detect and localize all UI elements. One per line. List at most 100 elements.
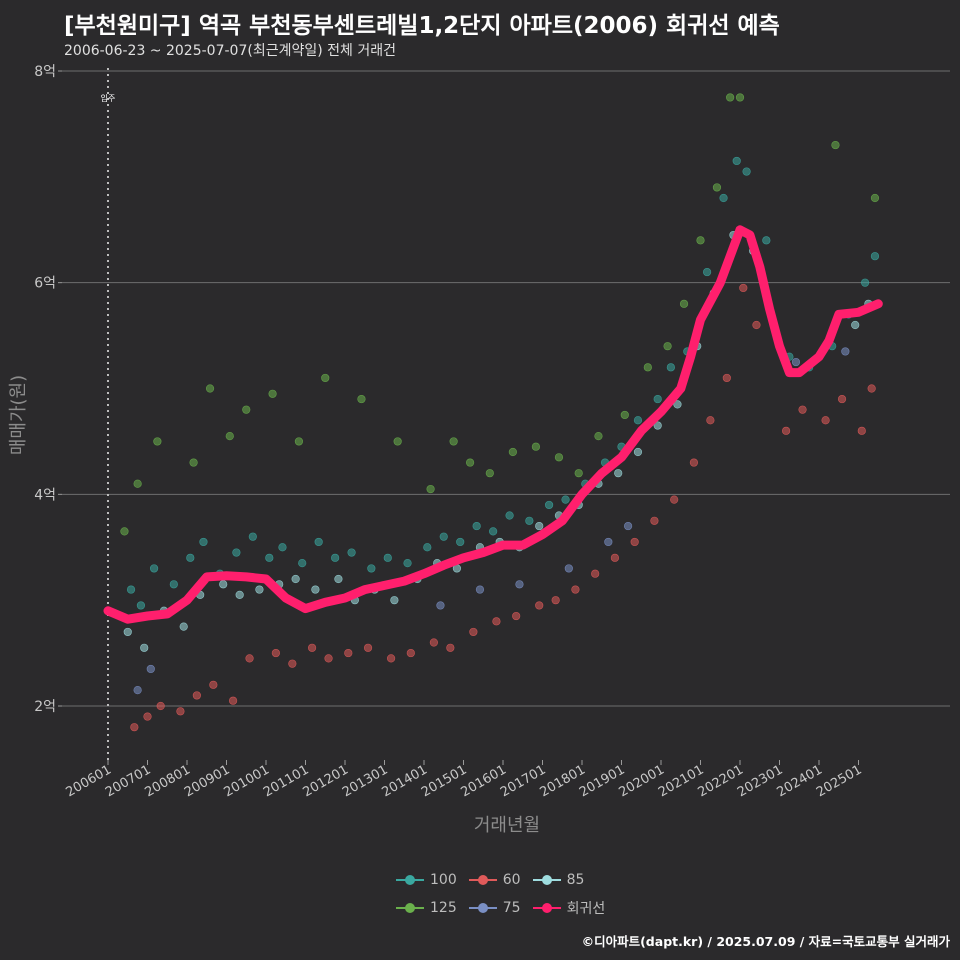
data-point-100 — [525, 516, 534, 525]
data-point-60 — [192, 691, 201, 700]
data-point-85 — [235, 590, 244, 599]
x-axis-label: 거래년월 — [474, 815, 540, 836]
data-point-60 — [288, 659, 297, 668]
data-point-100 — [403, 559, 412, 568]
data-point-60 — [156, 701, 165, 711]
data-point-125 — [554, 453, 564, 462]
data-point-60 — [209, 680, 218, 689]
data-point-100 — [666, 363, 675, 372]
data-point-85 — [179, 622, 188, 631]
data-point-100 — [383, 553, 392, 562]
data-point-125 — [663, 342, 672, 351]
data-point-60 — [752, 320, 761, 330]
data-point-125 — [321, 373, 330, 383]
data-point-60 — [689, 458, 699, 467]
data-point-60 — [857, 426, 866, 435]
data-point-75 — [604, 537, 613, 547]
data-point-125 — [735, 93, 745, 102]
y-tick-label: 6억 — [34, 276, 56, 292]
data-point-60 — [469, 627, 478, 637]
data-point-85 — [255, 585, 264, 594]
data-point-100 — [423, 543, 432, 552]
data-point-125 — [485, 469, 494, 478]
data-point-60 — [837, 394, 847, 404]
data-point-60 — [176, 707, 185, 716]
data-point-125 — [465, 458, 475, 467]
data-point-60 — [130, 723, 139, 732]
data-point-100 — [149, 564, 159, 573]
data-point-60 — [591, 569, 600, 578]
data-point-125 — [726, 93, 735, 102]
data-point-125 — [242, 405, 251, 414]
data-point-100 — [265, 553, 274, 562]
data-point-100 — [278, 543, 287, 552]
data-point-125 — [189, 458, 198, 467]
legend: 100 60 85 125 75 회귀선 — [396, 866, 656, 922]
data-point-60 — [228, 696, 238, 705]
data-point-60 — [722, 373, 731, 383]
data-point-60 — [406, 648, 415, 658]
data-point-100 — [653, 394, 662, 404]
data-point-125 — [643, 363, 652, 372]
data-point-75 — [623, 521, 633, 531]
data-point-60 — [630, 537, 639, 547]
data-point-60 — [571, 585, 580, 594]
chart-title: [부천원미구] 역곡 부천동부센트레빌1,2단지 아파트(2006) 회귀선 예… — [64, 13, 780, 39]
legend-item-125: 125 — [396, 900, 457, 916]
data-point-60 — [551, 596, 560, 605]
data-point-75 — [515, 580, 524, 589]
data-point-125 — [426, 484, 435, 494]
data-point-125 — [225, 432, 234, 441]
data-point-100 — [126, 585, 136, 594]
data-point-60 — [307, 643, 317, 652]
legend-item-75: 75 — [468, 900, 521, 916]
data-point-60 — [739, 283, 748, 293]
data-point-100 — [199, 537, 208, 547]
data-point-60 — [271, 648, 280, 658]
data-point-85 — [219, 580, 228, 589]
data-point-60 — [324, 654, 333, 663]
data-point-75 — [564, 564, 573, 573]
data-point-100 — [719, 193, 728, 203]
data-point-60 — [245, 654, 254, 663]
data-point-100 — [860, 278, 870, 287]
data-point-85 — [653, 421, 662, 430]
data-point-100 — [347, 548, 356, 557]
data-point-125 — [870, 193, 880, 203]
data-point-100 — [439, 532, 448, 541]
legend-key — [468, 902, 497, 914]
data-point-60 — [143, 712, 152, 721]
chart-subtitle: 2006-06-23 ~ 2025-07-07(최근계약일) 전체 거래건 — [64, 43, 396, 59]
data-point-125 — [531, 442, 541, 451]
data-point-85 — [535, 521, 544, 531]
data-point-60 — [781, 426, 791, 435]
data-point-100 — [314, 537, 323, 547]
data-point-60 — [650, 516, 659, 525]
data-point-75 — [133, 686, 142, 695]
data-point-125 — [574, 469, 583, 478]
data-point-85 — [614, 469, 623, 478]
legend-label: 60 — [502, 872, 521, 888]
data-point-60 — [446, 643, 455, 652]
data-point-60 — [492, 617, 501, 626]
data-point-100 — [169, 580, 178, 589]
regression-layer — [103, 225, 883, 624]
data-point-75 — [841, 347, 850, 356]
data-point-85 — [140, 643, 149, 652]
source-caption: ©디아파트(dapt.kr) / 2025.07.09 / 자료=국토교통부 실… — [581, 934, 950, 949]
y-tick-label: 4억 — [34, 487, 56, 503]
data-point-100 — [561, 495, 570, 504]
legend-row: 125 75 회귀선 — [396, 894, 656, 922]
data-point-85 — [123, 627, 132, 637]
data-point-60 — [706, 416, 715, 425]
data-point-60 — [512, 611, 521, 621]
data-point-60 — [363, 643, 373, 652]
data-point-125 — [712, 183, 722, 192]
legend-key — [532, 902, 561, 914]
data-point-125 — [831, 140, 840, 150]
data-point-60 — [610, 553, 620, 562]
data-point-60 — [670, 495, 679, 504]
data-point-125 — [357, 394, 366, 404]
data-point-60 — [821, 416, 830, 425]
